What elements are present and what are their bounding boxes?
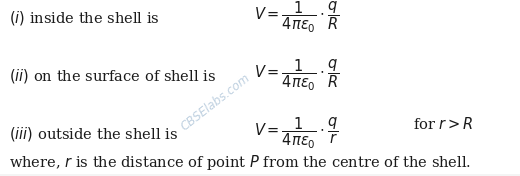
- Text: where, $r$ is the distance of point $P$ from the centre of the shell.: where, $r$ is the distance of point $P$ …: [9, 153, 472, 172]
- Text: $(iii)$ outside the shell is: $(iii)$ outside the shell is: [9, 125, 178, 143]
- Text: $V = \dfrac{1}{4\pi\varepsilon_0} \cdot \dfrac{q}{R}$: $V = \dfrac{1}{4\pi\varepsilon_0} \cdot …: [254, 0, 339, 35]
- Text: $V = \dfrac{1}{4\pi\varepsilon_0} \cdot \dfrac{q}{r}$: $V = \dfrac{1}{4\pi\varepsilon_0} \cdot …: [254, 116, 338, 151]
- Text: CBSElabs.com: CBSElabs.com: [178, 71, 253, 133]
- Text: $V = \dfrac{1}{4\pi\varepsilon_0} \cdot \dfrac{q}{R}$: $V = \dfrac{1}{4\pi\varepsilon_0} \cdot …: [254, 58, 339, 93]
- Text: $(i)$ inside the shell is: $(i)$ inside the shell is: [9, 9, 160, 27]
- Text: for $r > R$: for $r > R$: [413, 116, 474, 132]
- Text: $(ii)$ on the surface of shell is: $(ii)$ on the surface of shell is: [9, 67, 216, 85]
